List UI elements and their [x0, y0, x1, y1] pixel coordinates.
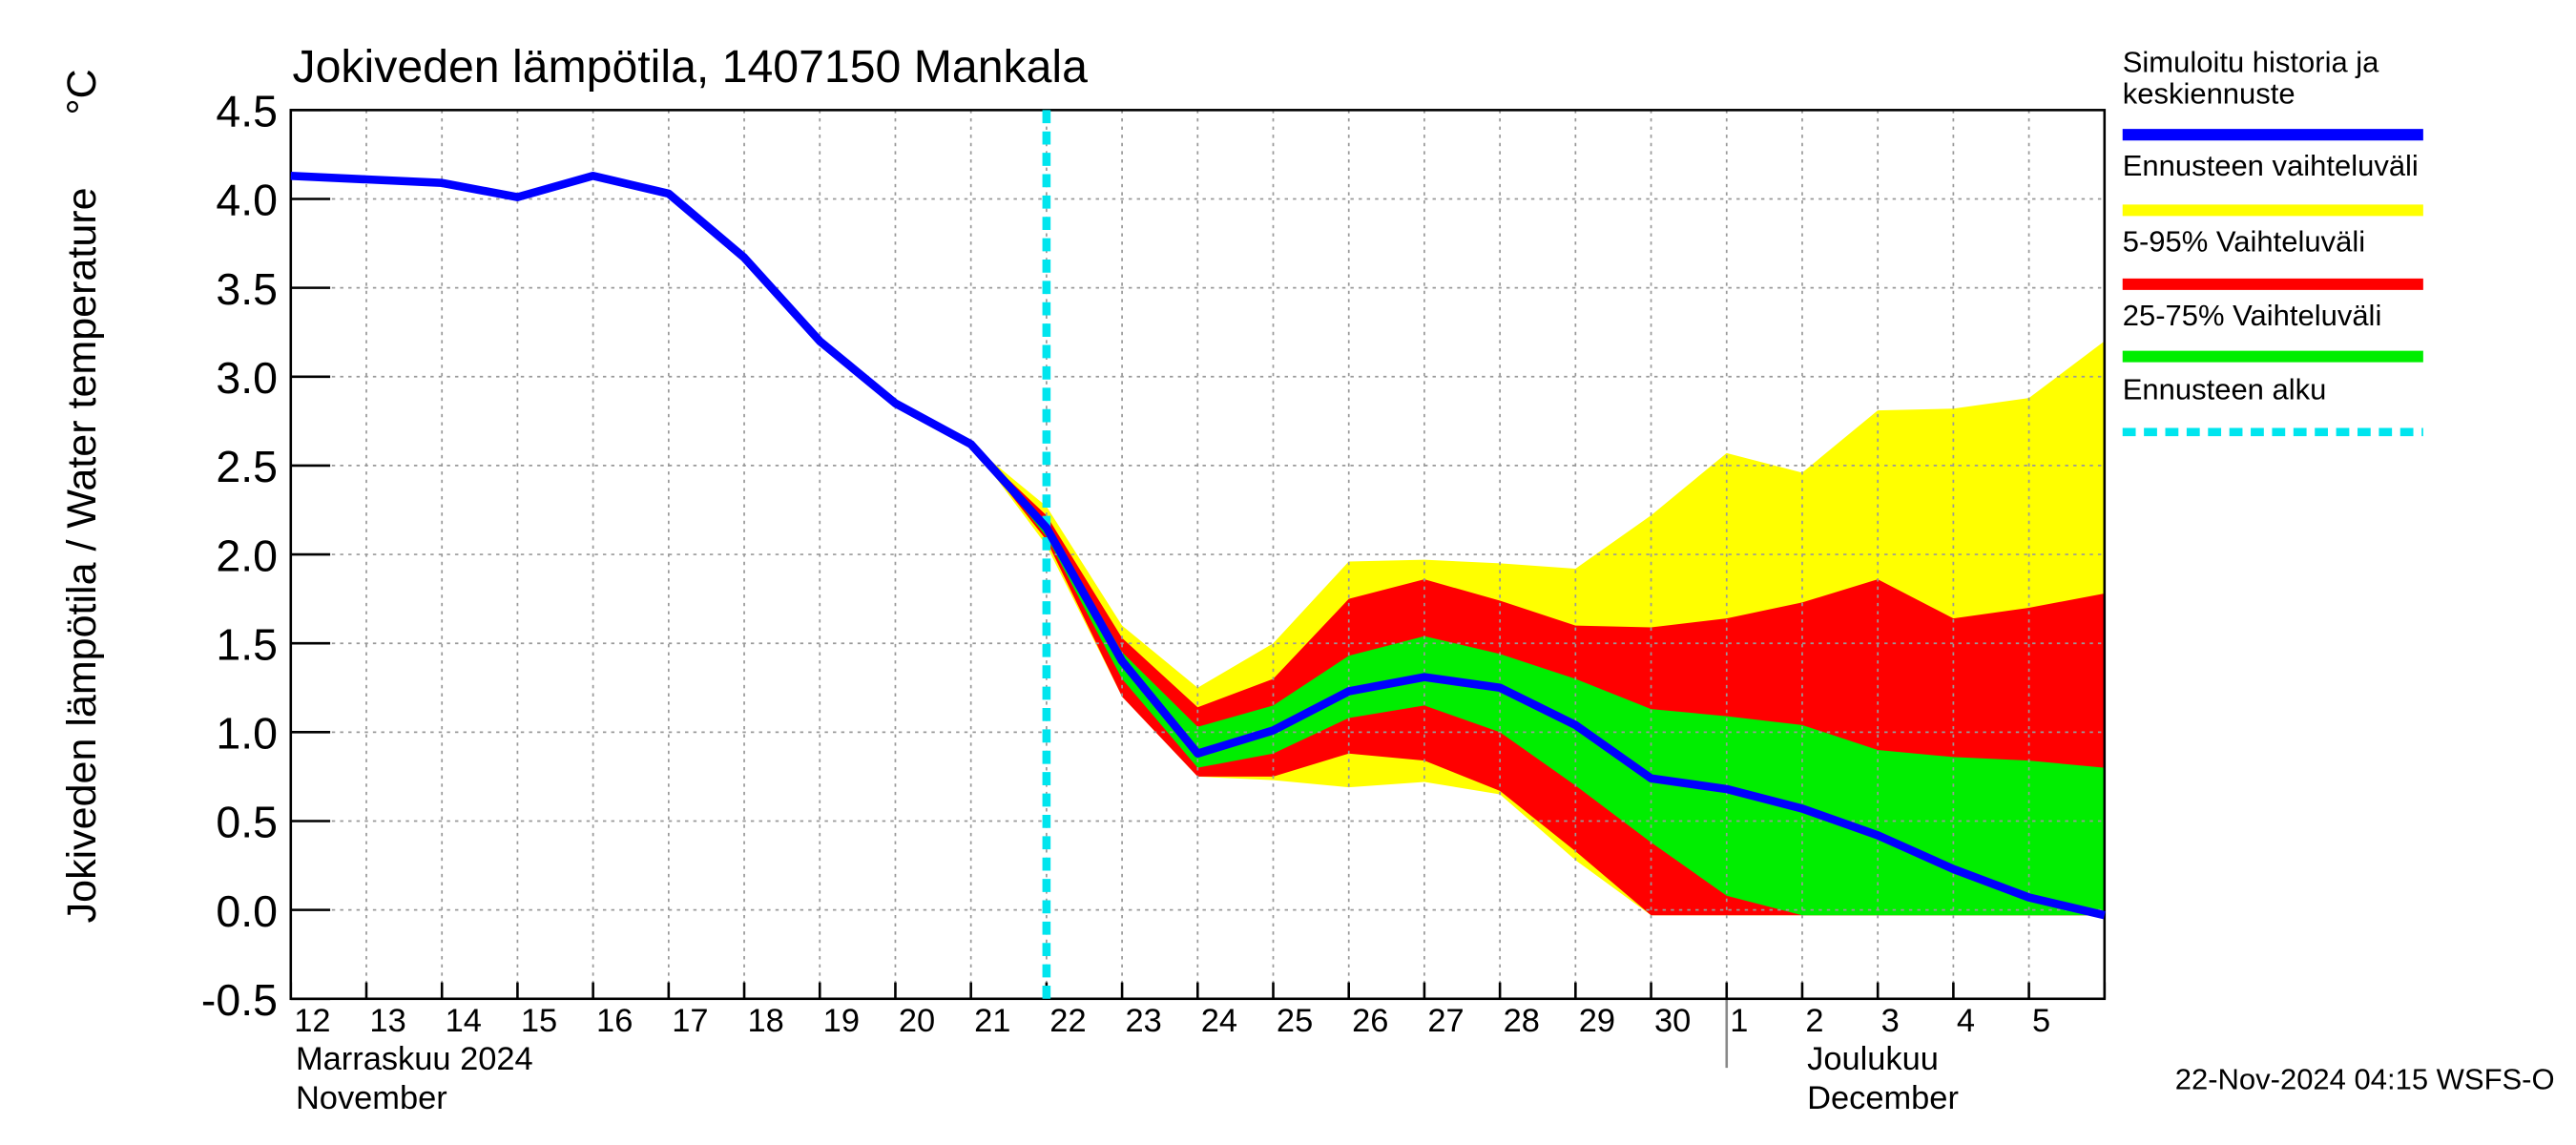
x-tick-label: 1 — [1730, 1003, 1748, 1039]
x-tick-label: 15 — [521, 1003, 557, 1039]
x-tick-label: 19 — [823, 1003, 860, 1039]
x-tick-label: 25 — [1277, 1003, 1313, 1039]
x-tick-label: 26 — [1352, 1003, 1388, 1039]
y-tick-label: 0.0 — [216, 886, 278, 936]
y-axis-label: Jokiveden lämpötila / Water temperature — [59, 187, 105, 923]
month-label: Joulukuu — [1807, 1041, 1939, 1077]
y-tick-label: 1.0 — [216, 709, 278, 759]
x-tick-label: 29 — [1579, 1003, 1615, 1039]
x-tick-label: 28 — [1504, 1003, 1540, 1039]
line-series — [290, 171, 2106, 920]
y-tick-label: 2.0 — [216, 531, 278, 580]
x-tick-label: 14 — [446, 1003, 482, 1039]
month-label: Marraskuu 2024 — [296, 1041, 533, 1077]
x-tick-label: 2 — [1805, 1003, 1823, 1039]
x-tick-label: 27 — [1427, 1003, 1464, 1039]
month-label: December — [1807, 1080, 1959, 1116]
legend-label: 25-75% Vaihteluväli — [2123, 299, 2382, 332]
y-tick-label: 4.5 — [216, 87, 278, 136]
x-tick-label: 13 — [369, 1003, 405, 1039]
month-label: November — [296, 1080, 447, 1116]
x-tick-label: 4 — [1957, 1003, 1975, 1039]
legend-label: Ennusteen vaihteluväli — [2123, 149, 2419, 182]
y-axis-unit: °C — [59, 69, 105, 114]
x-tick-label: 30 — [1654, 1003, 1691, 1039]
x-tick-label: 12 — [294, 1003, 330, 1039]
legend-label: 5-95% Vaihteluväli — [2123, 224, 2365, 258]
y-tick-label: 1.5 — [216, 619, 278, 669]
chart-title: Jokiveden lämpötila, 1407150 Mankala — [293, 41, 1089, 93]
y-tick-label: 3.5 — [216, 264, 278, 314]
y-tick-label: 0.5 — [216, 798, 278, 847]
y-tick-label: 4.0 — [216, 176, 278, 225]
x-tick-label: 5 — [2032, 1003, 2050, 1039]
legend-label: Simuloitu historia ja keskiennuste — [2123, 46, 2379, 111]
x-tick-label: 24 — [1201, 1003, 1237, 1039]
y-tick-label: 2.5 — [216, 442, 278, 491]
x-tick-label: 18 — [747, 1003, 783, 1039]
x-tick-label: 17 — [672, 1003, 708, 1039]
band — [970, 444, 2105, 916]
x-tick-label: 20 — [899, 1003, 935, 1039]
x-tick-label: 21 — [974, 1003, 1010, 1039]
x-tick-label: 3 — [1881, 1003, 1900, 1039]
legend-label: Ennusteen alku — [2123, 372, 2327, 406]
y-tick-label: 3.0 — [216, 353, 278, 403]
timestamp: 22-Nov-2024 04:15 WSFS-O — [2175, 1062, 2555, 1095]
x-tick-label: 22 — [1049, 1003, 1086, 1039]
y-tick-label: -0.5 — [201, 975, 278, 1025]
x-tick-label: 16 — [596, 1003, 633, 1039]
x-tick-label: 23 — [1126, 1003, 1162, 1039]
